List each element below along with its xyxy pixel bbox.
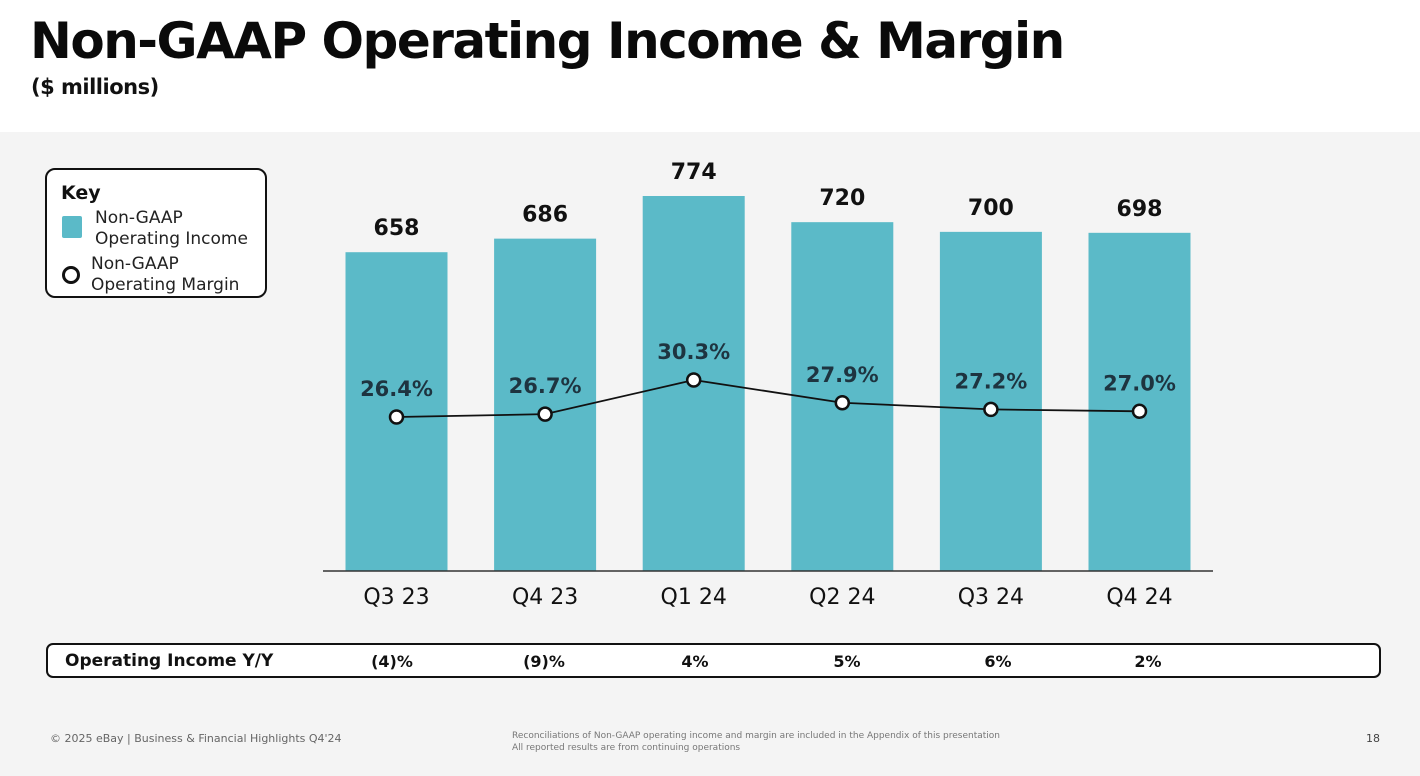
bar-value-label: 686 — [522, 203, 568, 228]
bar-value-label: 700 — [968, 196, 1014, 221]
x-tick-label: Q4 24 — [1106, 585, 1172, 610]
circle-marker-icon — [62, 266, 80, 284]
legend-margin-label: Non-GAAP Operating Margin — [91, 254, 240, 295]
margin-point — [537, 406, 553, 422]
x-tick-label: Q1 24 — [661, 585, 727, 610]
page-subtitle: ($ millions) — [31, 75, 159, 99]
bar-value-label: 720 — [819, 186, 865, 211]
legend-title: Key — [61, 182, 101, 204]
income-margin-chart: 658 686 774 720 700 698 Q3 23 Q4 23 Q1 24 Q2 24 Q3… — [323, 160, 1213, 610]
bar-value-label: 774 — [671, 160, 717, 185]
yoy-value: 5% — [833, 652, 861, 671]
margin-value-label: 27.0% — [1103, 371, 1176, 395]
margin-value-label: 26.7% — [509, 374, 582, 398]
margin-value-label: 30.3% — [657, 340, 730, 364]
margin-point — [388, 409, 405, 425]
x-tick-label: Q3 23 — [363, 585, 429, 610]
yoy-value: 6% — [984, 652, 1012, 671]
yoy-value: (9)% — [523, 652, 565, 671]
margin-point — [834, 395, 851, 411]
yoy-row: Operating Income Y/Y (4)% (9)% 4% 5% 6% … — [46, 643, 1381, 678]
yoy-value: (4)% — [371, 652, 413, 671]
margin-value-label: 27.2% — [954, 369, 1027, 393]
bar-swatch-icon — [62, 216, 82, 238]
footer-copyright: © 2025 eBay | Business & Financial Highl… — [50, 732, 342, 745]
income-bar — [494, 238, 597, 571]
header: Non-GAAP Operating Income & Margin ($ mi… — [0, 0, 1420, 132]
page-number: 18 — [1366, 732, 1380, 745]
x-tick-label: Q4 23 — [512, 585, 578, 610]
legend-key: Key Non-GAAP Operating Income Non-GAAP O… — [45, 168, 267, 298]
bar-value-label: 658 — [374, 216, 420, 241]
income-bar — [939, 231, 1042, 571]
margin-line — [396, 379, 1140, 418]
yoy-value: 4% — [681, 652, 709, 671]
margin-point — [685, 372, 702, 388]
margin-point — [1131, 403, 1148, 420]
income-bar — [1088, 232, 1191, 571]
legend-income-label: Non-GAAP Operating Income — [95, 208, 248, 249]
page-title: Non-GAAP Operating Income & Margin — [30, 12, 1065, 70]
bar-value-label: 698 — [1117, 197, 1163, 222]
x-tick-label: Q2 24 — [809, 585, 875, 610]
footer-note: Reconciliations of Non-GAAP operating in… — [512, 730, 1000, 754]
footer-note-line: Reconciliations of Non-GAAP operating in… — [512, 731, 1000, 741]
yoy-value: 2% — [1134, 652, 1162, 671]
footer-note-line: All reported results are from continuing… — [512, 743, 741, 753]
margin-point — [983, 401, 999, 418]
yoy-label: Operating Income Y/Y — [65, 651, 274, 671]
margin-value-label: 27.9% — [806, 363, 879, 387]
x-tick-label: Q3 24 — [958, 585, 1024, 610]
margin-value-label: 26.4% — [360, 377, 433, 401]
